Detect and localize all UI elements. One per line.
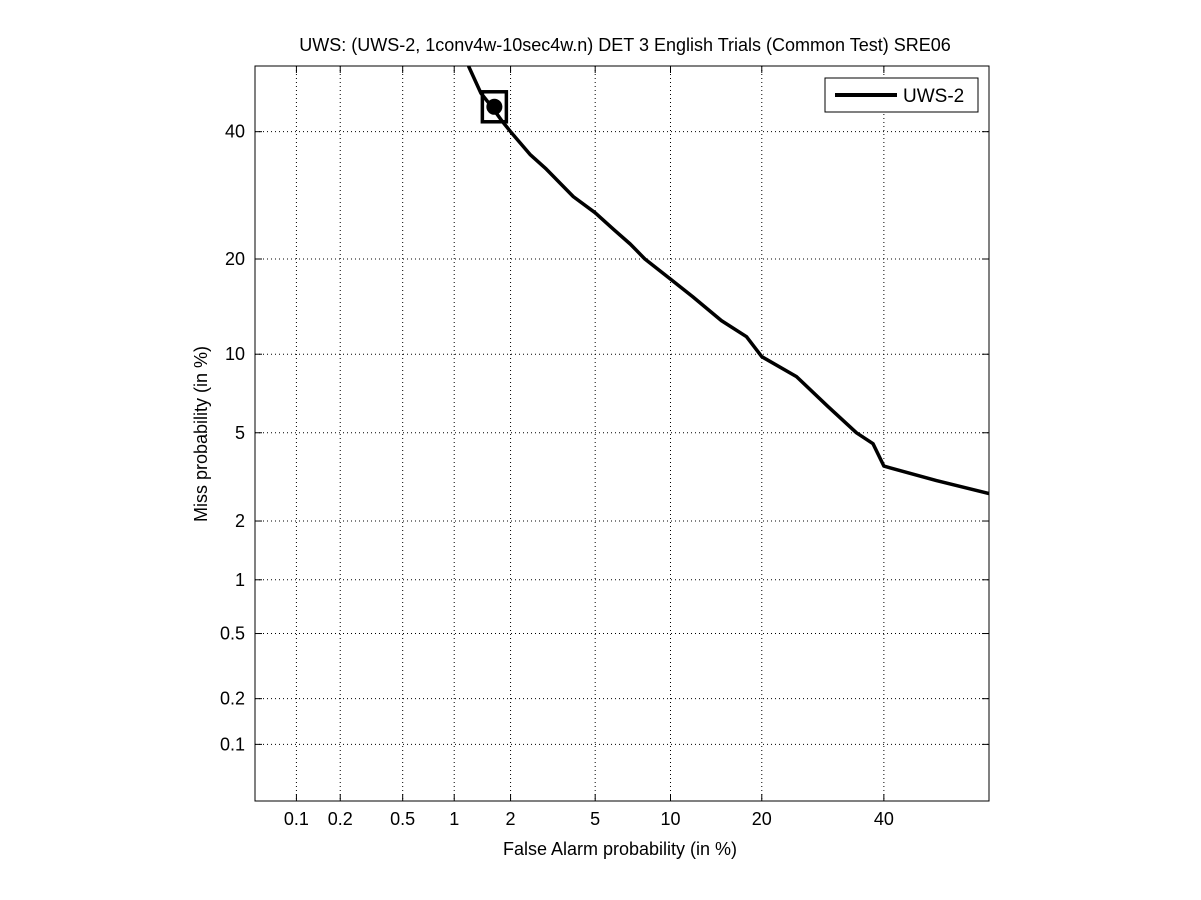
chart-title: UWS: (UWS-2, 1conv4w-10sec4w.n) DET 3 En…	[299, 35, 951, 55]
series-line-uws-2	[466, 66, 989, 496]
series-lines	[466, 66, 989, 496]
grid-lines	[255, 66, 989, 801]
y-tick-label: 40	[225, 122, 245, 142]
y-tick-label: 0.1	[220, 734, 245, 754]
x-tick-label: 5	[590, 809, 600, 829]
legend: UWS-2	[824, 77, 979, 113]
x-tick-label: 0.5	[390, 809, 415, 829]
y-tick-label: 10	[225, 344, 245, 364]
y-tick-label: 1	[235, 570, 245, 590]
x-tick-label: 1	[449, 809, 459, 829]
operating-point-square	[480, 90, 509, 124]
operating-point-dot	[486, 98, 503, 115]
x-axis-label: False Alarm probability (in %)	[503, 839, 737, 859]
axes-frame	[254, 65, 990, 802]
y-axis-label: Miss probability (in %)	[191, 346, 211, 522]
x-tick-label: 0.2	[328, 809, 353, 829]
y-tick-label: 5	[235, 423, 245, 443]
x-tick-label: 0.1	[284, 809, 309, 829]
x-tick-label: 2	[506, 809, 516, 829]
operating-point-marker	[480, 90, 509, 124]
x-tick-label: 20	[752, 809, 772, 829]
x-tick-label: 40	[874, 809, 894, 829]
y-tick-label: 0.5	[220, 624, 245, 644]
y-tick-label: 2	[235, 511, 245, 531]
x-tick-label: 10	[660, 809, 680, 829]
y-tick-label: 20	[225, 249, 245, 269]
y-tick-label: 0.2	[220, 689, 245, 709]
axis-ticks: 0.1 0.2 0.5 1 2 5 10 20 40 0.1 0.2 0.5 1 2 5 10 20 40	[220, 66, 989, 829]
legend-label: UWS-2	[903, 86, 964, 107]
